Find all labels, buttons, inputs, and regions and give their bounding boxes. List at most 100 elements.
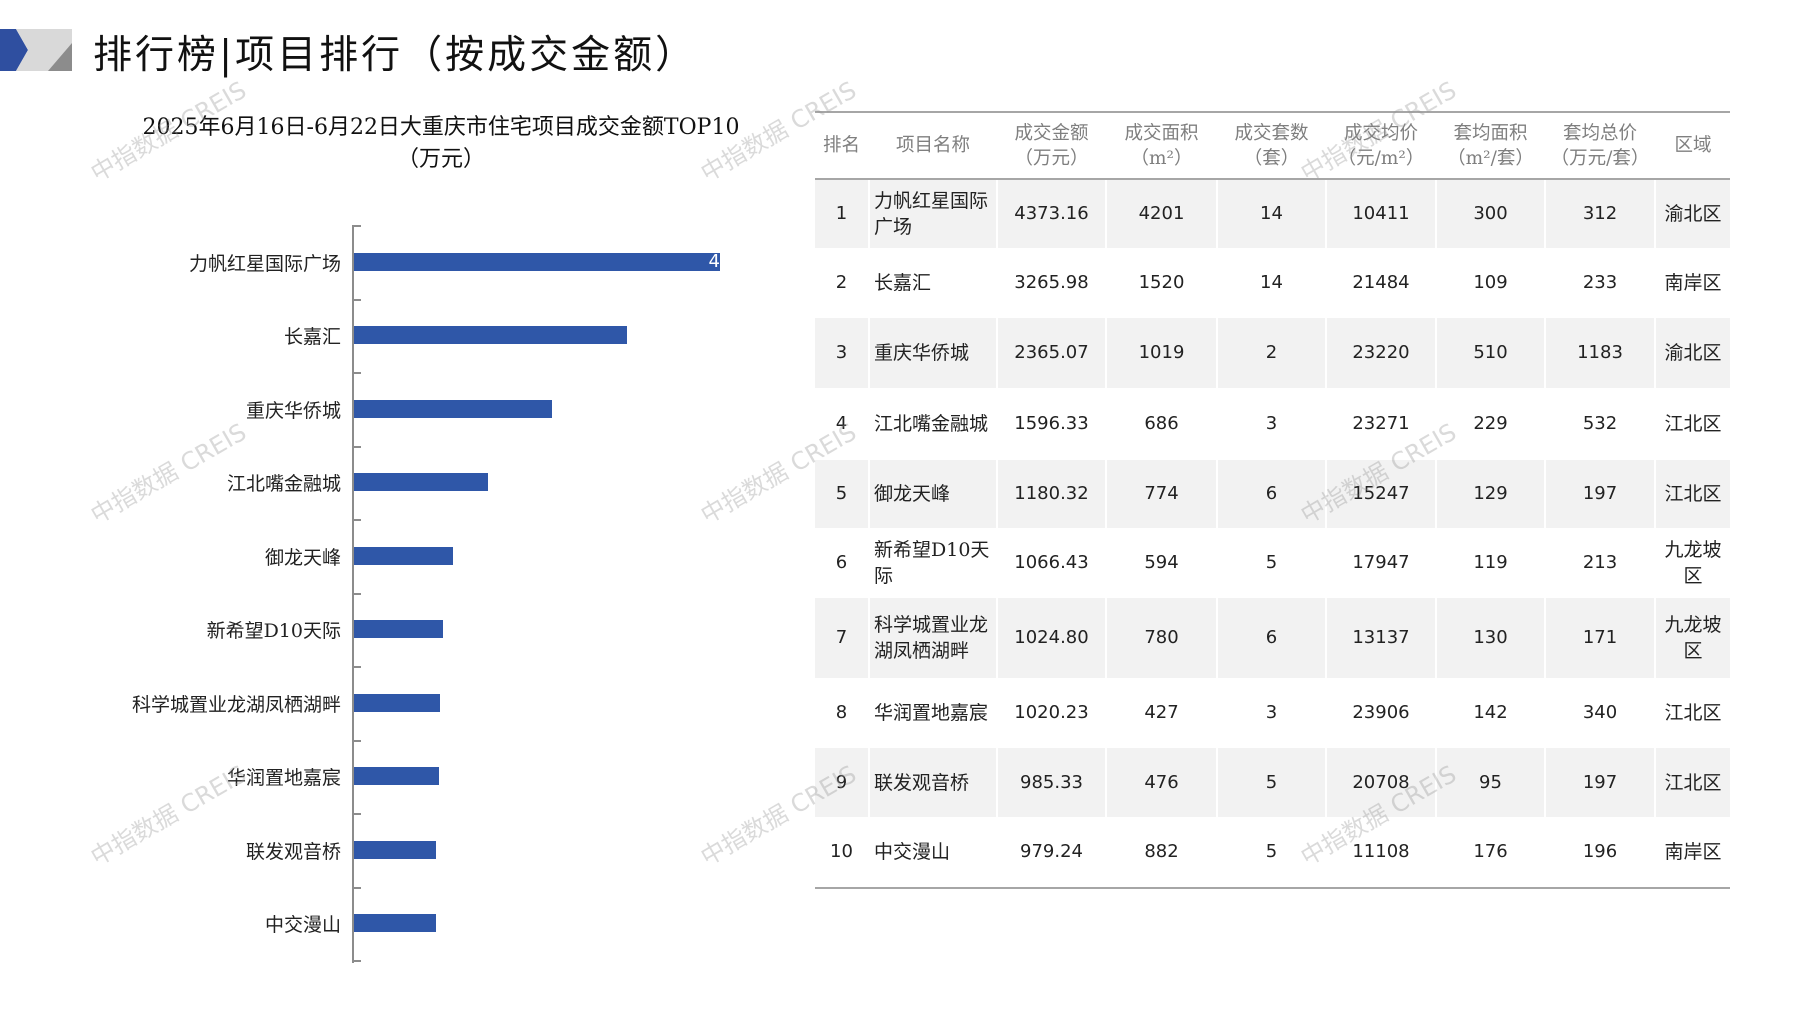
avg-total-cell: 171 xyxy=(1546,598,1656,678)
avg-price-cell: 13137 xyxy=(1327,598,1437,678)
units-cell: 14 xyxy=(1218,180,1327,248)
amount-cell: 1066.43 xyxy=(998,528,1107,598)
column-header-text: 排名 xyxy=(822,135,860,156)
avg-total-cell: 340 xyxy=(1546,678,1656,748)
table-row: 1 力帆红星国际广场 4373.16 4201 14 10411 300 312 渝北区 xyxy=(815,180,1730,248)
avg-area-cell: 300 xyxy=(1437,180,1546,248)
rank-cell: 4 xyxy=(815,388,870,460)
bar-category-label: 华润置地嘉宸 xyxy=(226,767,341,790)
avg-price-cell: 15247 xyxy=(1327,460,1437,528)
district-cell: 南岸区 xyxy=(1664,841,1722,863)
avg-price-cell: 21484 xyxy=(1327,248,1437,318)
rank-cell: 5 xyxy=(815,460,870,528)
bar-category-label: 联发观音桥 xyxy=(245,840,341,863)
rank-cell: 6 xyxy=(815,528,870,598)
project-name-cell: 江北嘴金融城 xyxy=(870,388,998,460)
rank-cell: 2 xyxy=(815,248,870,318)
bar-category-label: 江北嘴金融城 xyxy=(226,473,341,496)
column-header-text: （元/m²） xyxy=(1337,147,1425,169)
area-cell: 882 xyxy=(1107,817,1218,887)
column-header: 区域 xyxy=(1656,113,1730,178)
chart-axis-tick xyxy=(352,739,361,742)
chart-axis-tick xyxy=(352,886,361,889)
avg-area-cell: 510 xyxy=(1437,318,1546,388)
avg-total-cell: 1183 xyxy=(1546,318,1656,388)
avg-price-cell: 17947 xyxy=(1327,528,1437,598)
amount-cell: 4373.16 xyxy=(998,180,1107,248)
area-cell: 774 xyxy=(1107,460,1218,528)
project-name-cell: 新希望D10天际 xyxy=(870,528,998,598)
amount-cell: 1596.33 xyxy=(998,388,1107,460)
bar-category-label: 科学城置业龙湖凤栖湖畔 xyxy=(131,693,341,716)
bar xyxy=(354,399,552,418)
project-name-cell: 重庆华侨城 xyxy=(870,318,998,388)
bar xyxy=(354,620,444,639)
page-title: 排行榜|项目排行（按成交金额） xyxy=(93,33,698,78)
units-cell: 6 xyxy=(1218,460,1327,528)
units-cell: 3 xyxy=(1218,678,1327,748)
district-cell: 九龙坡区 xyxy=(1664,539,1722,587)
district-cell: 南岸区 xyxy=(1664,272,1722,294)
chart-title-main: 2025年6月16日-6月22日大重庆市住宅项目成交金额TOP10 xyxy=(142,115,740,140)
area-cell: 1019 xyxy=(1107,318,1218,388)
project-name-cell: 中交漫山 xyxy=(870,817,998,887)
table-bottom-rule xyxy=(815,887,1730,889)
avg-area-cell: 109 xyxy=(1437,248,1546,318)
area-cell: 780 xyxy=(1107,598,1218,678)
avg-area-cell: 130 xyxy=(1437,598,1546,678)
table-row: 9 联发观音桥 985.33 476 5 20708 95 197 江北区 xyxy=(815,748,1730,817)
project-name-cell: 华润置地嘉宸 xyxy=(870,678,998,748)
avg-area-cell: 129 xyxy=(1437,460,1546,528)
avg-area-cell: 95 xyxy=(1437,748,1546,817)
rank-cell: 3 xyxy=(815,318,870,388)
units-cell: 14 xyxy=(1218,248,1327,318)
units-cell: 2 xyxy=(1218,318,1327,388)
bar: 4 xyxy=(354,251,720,272)
units-cell: 5 xyxy=(1218,817,1327,887)
chart-title: 2025年6月16日-6月22日大重庆市住宅项目成交金额TOP10 （万元） xyxy=(80,112,802,176)
column-header-text: 成交套数 xyxy=(1234,122,1309,144)
column-header-text: 套均面积 xyxy=(1453,122,1528,144)
project-name-cell: 御龙天峰 xyxy=(870,460,998,528)
bar xyxy=(354,546,453,565)
avg-price-cell: 11108 xyxy=(1327,817,1437,887)
bar xyxy=(354,840,437,859)
chart-axis-tick xyxy=(352,813,361,815)
project-name-cell: 联发观音桥 xyxy=(870,748,998,817)
bar xyxy=(354,767,440,786)
rank-cell: 8 xyxy=(815,678,870,748)
rank-cell: 1 xyxy=(815,180,870,248)
project-name-cell: 力帆红星国际广场 xyxy=(870,180,998,248)
table-row: 6 新希望D10天际 1066.43 594 5 17947 119 213 九龙坡区 xyxy=(815,528,1730,598)
units-cell: 3 xyxy=(1218,388,1327,460)
avg-total-cell: 196 xyxy=(1546,817,1656,887)
chart-axis-tick xyxy=(352,592,361,595)
column-header-text: （万元） xyxy=(1014,147,1089,169)
amount-cell: 985.33 xyxy=(998,748,1107,817)
chart-axis-tick xyxy=(352,445,361,448)
column-header: 项目名称 xyxy=(870,113,998,178)
chart-axis-tick xyxy=(352,298,361,301)
table-row: 8 华润置地嘉宸 1020.23 427 3 23906 142 340 江北区 xyxy=(815,678,1730,748)
column-header-text: （m²/套） xyxy=(1447,147,1534,169)
column-header-text: 成交面积 xyxy=(1124,122,1199,144)
bar-chart: 力帆红星国际广场 4 长嘉汇 重庆华侨城 江北嘴金融城 御龙天峰 新希望D10天际 科学城置业… xyxy=(0,0,800,1010)
chart-axis-tick xyxy=(352,519,361,521)
avg-total-cell: 197 xyxy=(1546,748,1656,817)
column-header: 排名 xyxy=(815,113,870,178)
table-row: 5 御龙天峰 1180.32 774 6 15247 129 197 江北区 xyxy=(815,460,1730,528)
district-cell: 江北区 xyxy=(1664,413,1722,435)
column-header: 套均总价 （万元/套） xyxy=(1546,113,1656,178)
avg-total-cell: 233 xyxy=(1546,248,1656,318)
column-header-text: 项目名称 xyxy=(895,135,970,156)
column-header-text: 套均总价 xyxy=(1562,122,1637,144)
avg-area-cell: 176 xyxy=(1437,817,1546,887)
units-cell: 5 xyxy=(1218,748,1327,817)
bar-category-label: 重庆华侨城 xyxy=(245,399,341,422)
avg-total-cell: 312 xyxy=(1546,180,1656,248)
column-header: 成交面积 （m²） xyxy=(1107,113,1218,178)
district-cell: 江北区 xyxy=(1664,702,1722,724)
avg-area-cell: 119 xyxy=(1437,528,1546,598)
avg-total-cell: 213 xyxy=(1546,528,1656,598)
units-cell: 6 xyxy=(1218,598,1327,678)
